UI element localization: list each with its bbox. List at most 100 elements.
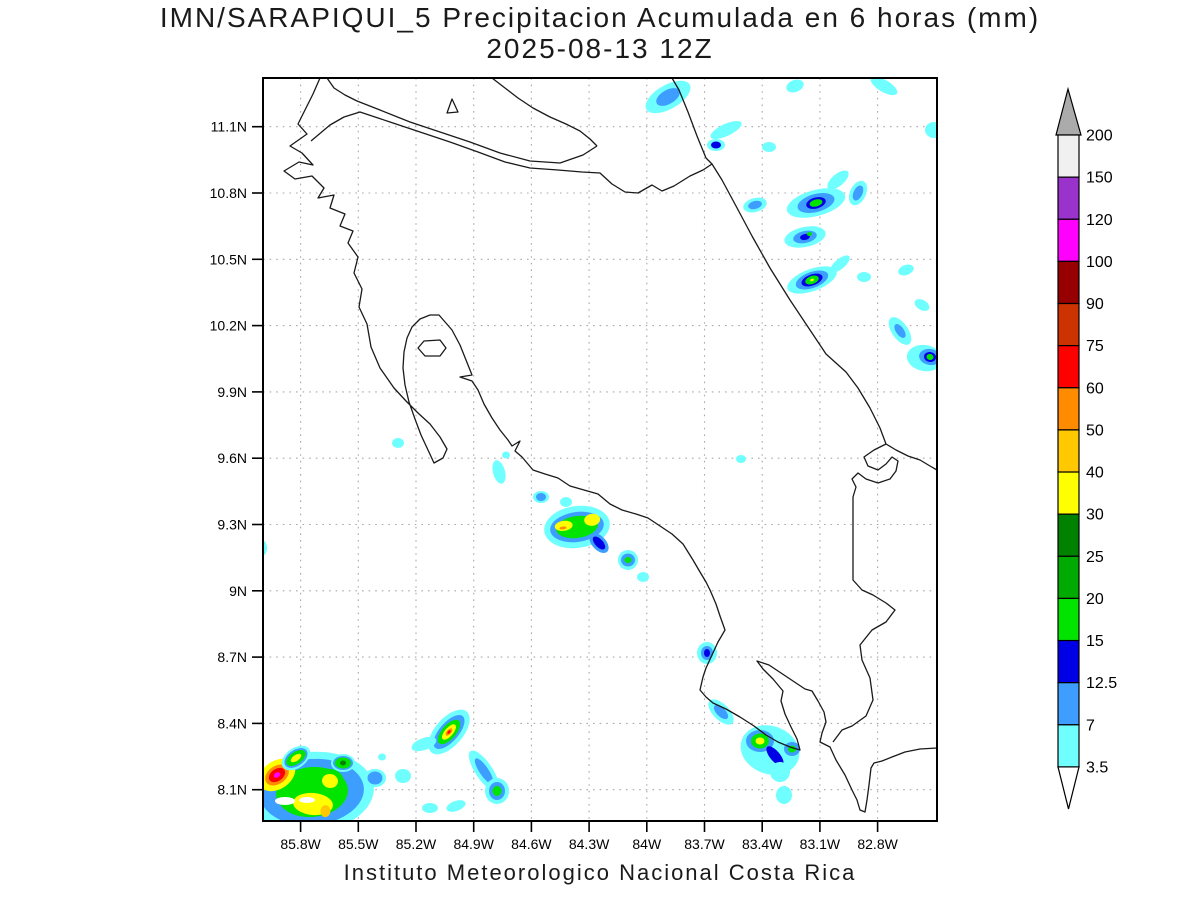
precipitation-field [263,78,937,821]
precip-contour-fill [810,278,814,282]
map-frame [262,77,938,822]
precip-contour-fill [592,536,606,550]
colorbar-segment [1057,639,1080,684]
colorbar-segment [1057,513,1080,557]
precip-contour-fill [870,78,898,96]
precip-contour-fill [395,769,411,783]
precip-contour-fill [275,797,295,805]
precip-blob [736,455,746,463]
axes: 11.1N 10.8N 10.5N 10.2N 9.9N 9.6N 9.3N 9N 8.7N 8.… [210,119,899,852]
precip-contour-fill [320,805,331,818]
precip-contour-fill [392,438,404,448]
coastline-path [310,111,713,194]
precip-contour-fill [422,803,438,813]
colorbar-tick-label: 200 [1086,128,1113,145]
colorbar-tick-label: 150 [1086,170,1113,187]
colorbar-segment [1057,555,1080,600]
precip-blob [762,142,776,152]
colorbar-tick-label: 3.5 [1086,759,1108,776]
colorbar-tick-label: 40 [1086,465,1104,482]
colorbar-tick-label: 30 [1086,507,1104,524]
colorbar-tick-label: 100 [1086,254,1113,271]
precip-contour-fill [894,324,906,338]
precip-contour-fill [809,199,823,207]
precip-contour-fill [492,460,506,484]
lon-tick-label: 83.1W [800,836,841,852]
precip-contour-fill [710,120,742,140]
precip-contour-fill [770,762,790,782]
lon-tick-label: 84.3W [569,836,610,852]
colorbar-tick-label: 15 [1086,633,1104,650]
lat-tick-label: 10.5N [210,251,247,267]
precip-blob [446,800,466,812]
precip-contour-fill [713,704,729,720]
colorbar-tick-label: 20 [1086,591,1104,608]
island-outline [417,339,447,357]
lat-tick-label: 8.7N [217,649,247,665]
precip-contour-fill [290,753,302,763]
precip-blob [848,180,868,206]
colorbar-segment [1057,387,1080,431]
colorbar-tick-label: 25 [1086,549,1104,566]
lat-tick-label: 11.1N [211,119,247,135]
precip-blob [770,762,790,782]
precip-blob [637,572,649,582]
precip-blob [645,80,691,114]
colorbar-segment [1057,345,1080,389]
lon-tick-label: 85.8W [280,836,321,852]
coastline-path [283,78,937,813]
precip-contour-fill [367,771,383,785]
precip-contour-fill [502,451,510,459]
precip-contour-fill [857,272,871,282]
precip-contour-fill [800,233,810,241]
lon-tick-label: 84.6W [511,836,552,852]
precip-contour-fill [711,141,721,149]
precip-blob [275,797,295,805]
colorbar-segment [1057,724,1080,768]
precip-contour-fill [559,526,567,530]
colorbar-legend: 200 150 120 100 90 75 60 50 40 30 25 20 15 12.5 7 3.5 [1055,86,1117,810]
precip-contour-fill [584,513,601,526]
precip-blob [710,120,742,140]
colorbar-tick-label: 60 [1086,380,1104,397]
precip-contour-fill [447,730,451,734]
precip-contour-fill [299,797,315,803]
precip-blob [485,778,509,804]
precip-contour-fill [656,88,680,106]
precip-blob [898,264,914,276]
precip-contour-fill [411,736,437,752]
precip-blob [533,491,549,503]
precip-contour-fill [322,773,338,789]
precip-blob [428,709,470,755]
precip-blob [299,797,315,803]
colorbar-tick-label: 90 [1086,296,1104,313]
lat-tick-label: 10.8N [210,185,247,201]
precip-blob [395,769,411,783]
lon-tick-label: 84.9W [453,836,494,852]
precip-contour-fill [554,520,573,531]
precip-blob [316,768,344,794]
colorbar-segment [1057,429,1080,473]
precip-contour-fill [273,772,281,778]
precip-contour-fill [830,255,850,273]
precip-blob [502,451,510,459]
precip-contour-fill [340,760,346,766]
precip-contour-fill [446,800,466,812]
precip-blob [906,344,937,372]
colorbar-segment [1057,302,1080,347]
precip-contour-fill [637,572,649,582]
precip-contour-fill [748,200,762,210]
lat-tick-label: 9.3N [217,517,247,533]
precip-contour-fill [926,353,934,361]
precip-blob [766,746,784,766]
lat-tick-label: 8.1N [217,782,247,798]
precip-contour-fill [786,79,804,93]
precip-blob [827,170,849,190]
lon-tick-label: 85.5W [338,836,379,852]
precip-blob [925,122,937,138]
lat-tick-label: 8.4N [217,715,247,731]
colorbar-tick-label: 75 [1086,338,1104,355]
lon-tick-label: 84W [632,836,662,852]
colorbar-top-arrow [1055,86,1082,136]
